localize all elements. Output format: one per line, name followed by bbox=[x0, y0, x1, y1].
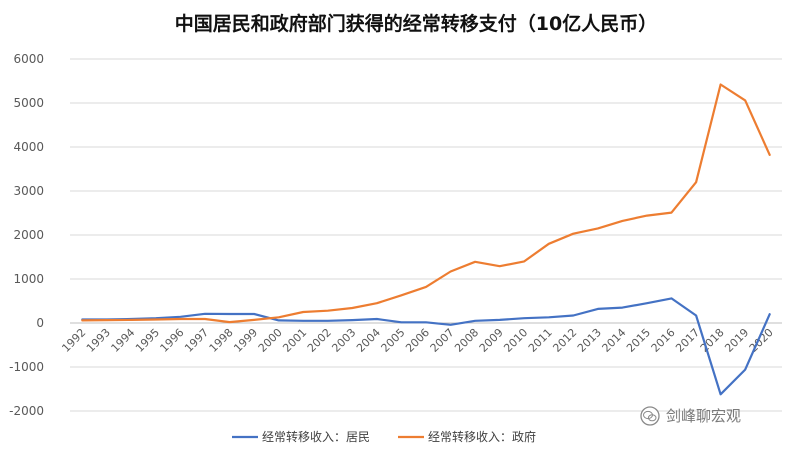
x-tick-label: 2017 bbox=[673, 326, 702, 355]
y-tick-label: 1000 bbox=[13, 272, 44, 286]
wechat-icon bbox=[640, 406, 660, 426]
watermark: 剑峰聊宏观 bbox=[640, 406, 741, 426]
x-tick-label: 1997 bbox=[182, 326, 211, 355]
x-tick-label: 2015 bbox=[624, 326, 653, 355]
x-tick-label: 2008 bbox=[452, 326, 481, 355]
y-tick-label: -2000 bbox=[9, 404, 44, 418]
x-tick-label: 1999 bbox=[231, 326, 260, 355]
y-tick-label: 4000 bbox=[13, 140, 44, 154]
x-axis-labels: 1992199319941995199619971998199920002001… bbox=[59, 326, 775, 355]
y-axis-labels: 6000 5000 4000 3000 2000 1000 0 -1000 -2000 bbox=[9, 52, 44, 418]
x-tick-label: 1992 bbox=[59, 326, 88, 355]
x-tick-label: 2002 bbox=[305, 326, 334, 355]
x-tick-label: 1998 bbox=[207, 326, 236, 355]
x-tick-label: 2006 bbox=[403, 326, 432, 355]
x-tick-label: 1995 bbox=[133, 326, 162, 355]
x-tick-label: 2005 bbox=[379, 326, 408, 355]
x-tick-label: 1993 bbox=[84, 326, 113, 355]
x-tick-label: 2003 bbox=[329, 326, 358, 355]
x-tick-label: 2016 bbox=[649, 326, 678, 355]
x-tick-label: 2010 bbox=[501, 326, 530, 355]
y-tick-label: 0 bbox=[36, 316, 44, 330]
x-tick-label: 2001 bbox=[280, 326, 309, 355]
x-tick-label: 2014 bbox=[600, 326, 629, 355]
series-lines bbox=[81, 83, 771, 396]
x-tick-label: 2020 bbox=[747, 326, 776, 355]
gridlines bbox=[70, 58, 782, 412]
legend-label-0: 经常转移收入：居民 bbox=[262, 429, 370, 444]
y-tick-label: 6000 bbox=[13, 52, 44, 66]
y-tick-label: 2000 bbox=[13, 228, 44, 242]
x-tick-label: 1994 bbox=[109, 326, 138, 355]
watermark-text: 剑峰聊宏观 bbox=[666, 407, 741, 425]
legend: 经常转移收入：居民 经常转移收入：政府 bbox=[232, 429, 536, 444]
y-tick-label: 3000 bbox=[13, 184, 44, 198]
series-line-1 bbox=[81, 83, 771, 324]
x-tick-label: 2012 bbox=[550, 326, 579, 355]
x-tick-label: 2013 bbox=[575, 326, 604, 355]
series-line-0 bbox=[81, 297, 771, 396]
legend-label-1: 经常转移收入：政府 bbox=[428, 429, 536, 444]
x-tick-label: 2007 bbox=[428, 326, 457, 355]
x-tick-label: 2019 bbox=[722, 326, 751, 355]
x-tick-label: 2004 bbox=[354, 326, 383, 355]
x-tick-label: 2011 bbox=[526, 326, 555, 355]
chart-title: 中国居民和政府部门获得的经常转移支付（10亿人民币） bbox=[175, 12, 657, 35]
y-tick-label: 5000 bbox=[13, 96, 44, 110]
x-tick-label: 1996 bbox=[158, 326, 187, 355]
x-tick-label: 2000 bbox=[256, 326, 285, 355]
y-tick-label: -1000 bbox=[9, 360, 44, 374]
x-tick-label: 2018 bbox=[698, 326, 727, 355]
x-tick-label: 2009 bbox=[477, 326, 506, 355]
